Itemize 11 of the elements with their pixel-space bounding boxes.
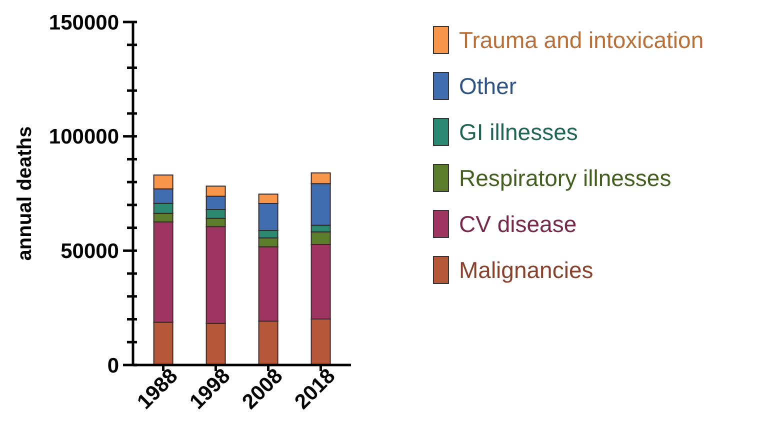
y-tick-label: 50000 bbox=[60, 240, 119, 264]
legend-label: CV disease bbox=[459, 210, 577, 238]
legend-label: GI illnesses bbox=[459, 118, 578, 146]
legend-label: Respiratory illnesses bbox=[459, 164, 672, 192]
y-axis-title: annual deaths bbox=[14, 126, 36, 261]
y-tick-label: 150000 bbox=[48, 11, 119, 34]
legend-label: Malignancies bbox=[459, 256, 594, 284]
legend-label: Other bbox=[459, 72, 517, 100]
legend-label: Trauma and intoxication bbox=[459, 26, 704, 54]
y-tick-label: 100000 bbox=[48, 126, 119, 149]
y-tick-label: 0 bbox=[107, 354, 119, 378]
